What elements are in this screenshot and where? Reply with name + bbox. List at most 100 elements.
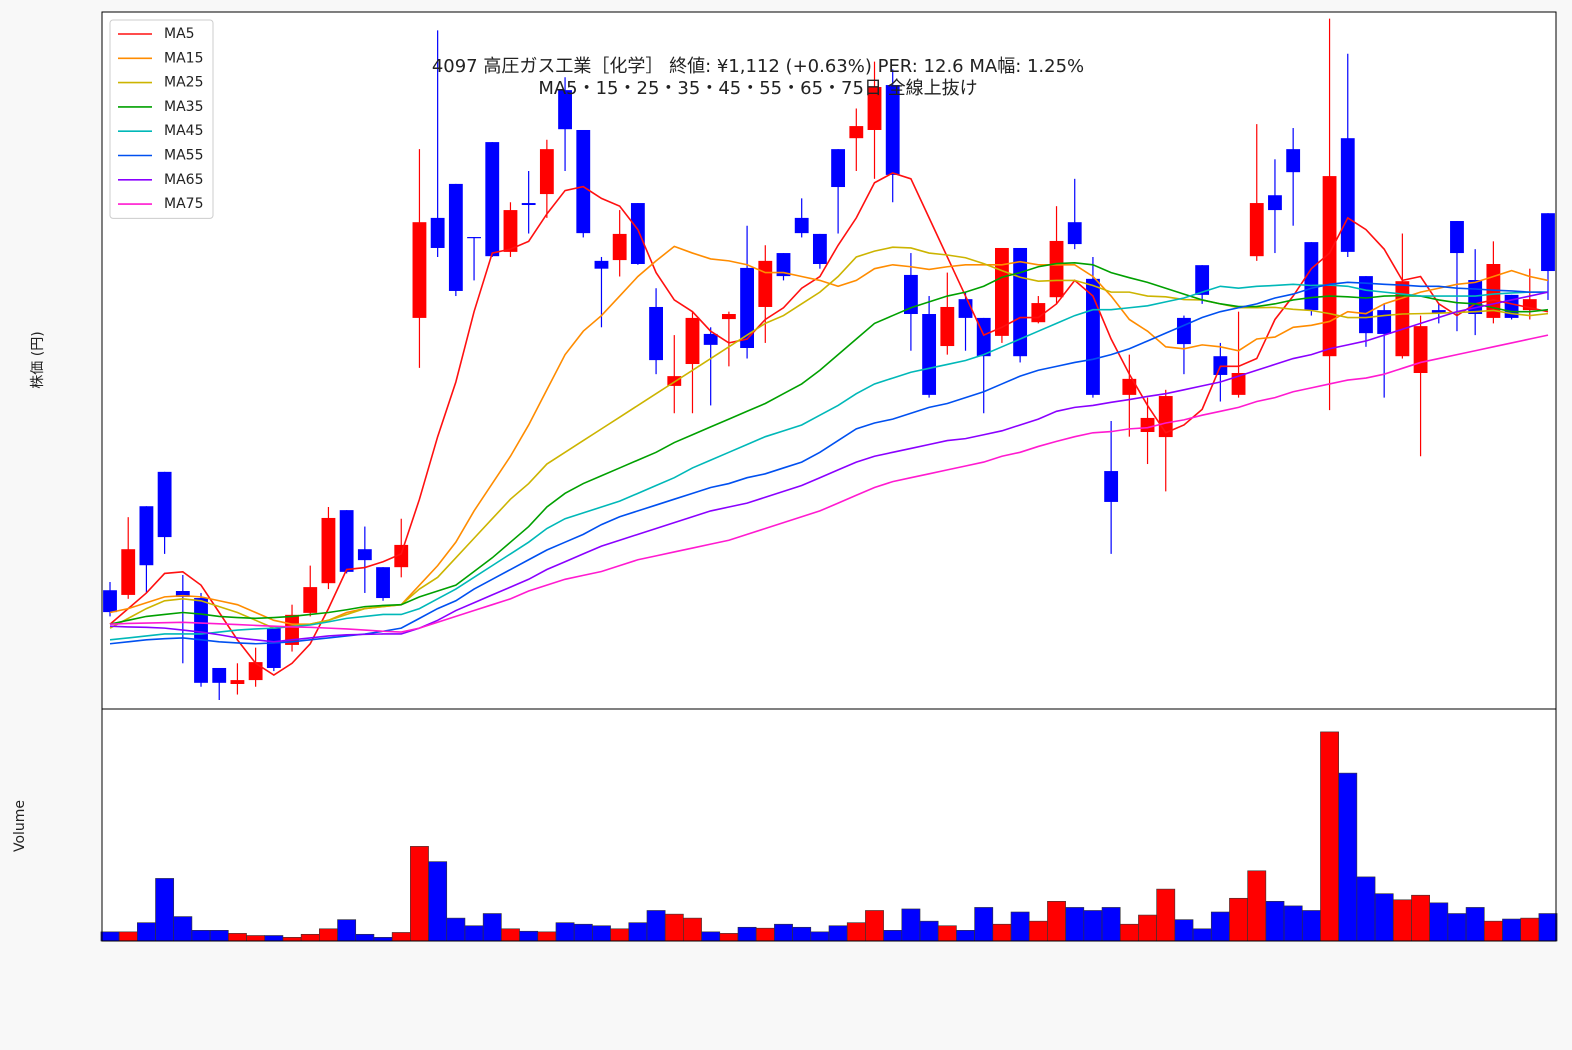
candle-body	[248, 662, 263, 681]
volume-bar	[592, 925, 611, 942]
volume-bar	[228, 933, 247, 942]
candle-body	[721, 314, 736, 320]
volume-bar	[482, 913, 502, 942]
candle-body	[1431, 310, 1446, 314]
volume-bar	[1411, 894, 1430, 942]
candle-body	[740, 267, 755, 348]
volume-bar	[1283, 905, 1303, 942]
candle-body	[539, 149, 554, 195]
volume-bar	[1229, 897, 1248, 942]
legend-label: MA75	[164, 196, 203, 212]
candle-body	[612, 233, 627, 261]
chart-title: 4097 高圧ガス工業［化学］ 終値: ¥1,112 (+0.63%) PER:…	[432, 56, 1084, 77]
candle-body	[1413, 326, 1428, 374]
candle-body	[430, 217, 445, 248]
legend-label: MA55	[164, 148, 203, 164]
volume-bar	[974, 907, 994, 942]
volume-bar	[956, 930, 975, 942]
candle-body	[321, 517, 336, 584]
candle-body	[485, 142, 500, 257]
candle-body	[376, 567, 390, 599]
volume-bar	[792, 926, 812, 942]
volume-bar	[683, 917, 702, 942]
ma-line	[109, 334, 1549, 633]
candle-body	[776, 253, 791, 277]
volume-bar	[137, 922, 156, 942]
volume-panel	[102, 709, 1556, 941]
volume-bar	[464, 925, 484, 942]
volume-bar	[446, 917, 466, 942]
volume-bar	[1374, 893, 1394, 942]
candle-body	[831, 149, 846, 188]
candle-body	[1377, 310, 1392, 334]
volume-bar	[428, 861, 448, 942]
legend-label: MA35	[164, 99, 203, 115]
marks	[100, 18, 1558, 942]
volume-bar	[410, 846, 429, 942]
y-axis-label: 株価 (円)	[30, 331, 46, 388]
volume-axis-label: Volume	[12, 800, 28, 852]
candle-body	[867, 87, 882, 130]
volume-bar	[1138, 914, 1157, 942]
chart-subtitle: MA5・15・25・35・45・55・65・75日 全線上抜け	[538, 78, 977, 99]
volume-bar	[1447, 913, 1467, 942]
candle-body	[157, 471, 172, 538]
candle-body	[266, 628, 281, 668]
candle-body	[958, 299, 973, 318]
volume-bar	[355, 933, 375, 942]
candle-body	[1231, 373, 1246, 395]
volume-bar	[1538, 913, 1558, 942]
candle-body	[1049, 240, 1064, 298]
candle-body	[412, 222, 427, 318]
candle-body	[1322, 176, 1337, 357]
volume-bar	[1065, 907, 1085, 942]
candle-body	[812, 233, 827, 264]
volume-bar	[1338, 772, 1358, 942]
candle-body	[649, 306, 663, 361]
volume-bar	[610, 928, 630, 942]
volume-bar	[1010, 911, 1030, 942]
volume-bar	[883, 930, 903, 942]
volume-bar	[155, 878, 175, 942]
volume-bar	[1520, 917, 1540, 942]
candle-body	[758, 260, 773, 307]
volume-bar	[1192, 928, 1212, 942]
candle-body	[1541, 213, 1555, 272]
candle-body	[1286, 149, 1301, 173]
ma-line	[109, 262, 1549, 626]
volume-bar	[246, 935, 266, 942]
candle-body	[503, 210, 518, 252]
candle-body	[303, 587, 318, 613]
volume-bar	[209, 930, 229, 942]
candle-body	[1359, 276, 1373, 334]
candle-body	[521, 203, 536, 206]
candle-body	[1304, 242, 1319, 311]
legend-label: MA45	[164, 123, 203, 139]
volume-bar	[537, 931, 557, 942]
candle-body	[1086, 278, 1100, 395]
candle-body	[103, 590, 117, 613]
candle-body	[558, 90, 572, 130]
candle-body	[212, 667, 227, 683]
volume-bar	[1465, 907, 1485, 942]
candle-body	[339, 510, 354, 572]
volume-bar	[373, 937, 393, 942]
volume-bar	[701, 931, 721, 942]
volume-bar	[774, 923, 793, 942]
candle-body	[685, 317, 700, 365]
candle-body	[1249, 203, 1264, 257]
candle-body	[1522, 299, 1537, 311]
volume-bar	[1502, 918, 1521, 942]
candle-body	[394, 544, 409, 568]
volume-bar	[828, 925, 848, 942]
volume-bar	[1429, 902, 1449, 942]
volume-bar	[1101, 907, 1121, 942]
legend-label: MA5	[164, 26, 195, 42]
candle-body	[1013, 247, 1028, 357]
volume-bar	[846, 922, 866, 942]
volume-bar	[173, 916, 193, 942]
candle-body	[1067, 222, 1082, 245]
candle-body	[940, 306, 955, 347]
candle-body	[794, 217, 809, 234]
candle-body	[703, 333, 718, 345]
